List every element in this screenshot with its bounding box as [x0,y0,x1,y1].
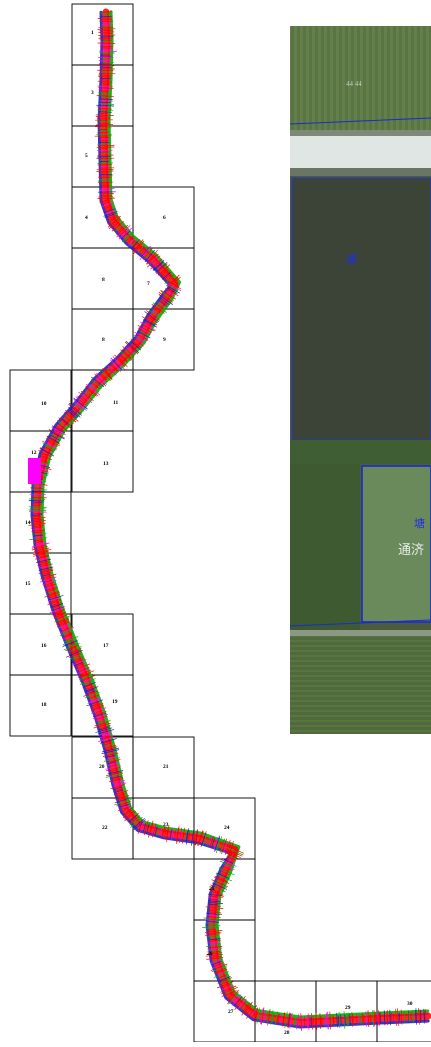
highlight-marker [28,458,41,484]
upper-pond [292,178,431,440]
pond-label-top: 塘 [346,252,357,266]
road [290,136,431,168]
sheet-label-26: 26 [207,951,213,957]
sheet-label-3: 5 [85,153,88,159]
sheet-label-23: 23 [163,822,169,828]
field-marks: 44 44 [346,80,362,88]
sheet-label-25: 25 [209,886,215,892]
sheet-label-5: 6 [163,215,166,221]
sheet-label-24: 24 [224,825,230,831]
sheet-label-12: 12 [31,450,37,456]
sheet-label-20: 20 [99,764,105,770]
sheet-label-30: 30 [407,1001,413,1007]
sheet-label-6: 8 [102,277,105,283]
sheet-label-9: 9 [163,337,166,343]
aerial-image: 塘 塘 通济 44 44 [290,26,431,734]
sheet-label-10: 10 [41,401,47,407]
sheet-label-15: 15 [25,581,31,587]
pond-label-bottom: 塘 [414,516,425,530]
sheet-label-4: 4 [85,215,88,221]
sheet-label-22: 22 [102,825,108,831]
sheet-label-27: 27 [228,1009,234,1015]
sheet-label-19: 19 [112,699,118,705]
sheet-label-11: 11 [113,400,118,406]
sheet-label-21: 21 [163,764,169,770]
sheet-label-16: 16 [41,643,47,649]
bottom-field [290,634,431,734]
sheet-label-7: 7 [147,281,150,287]
sheet-label-18: 18 [41,702,47,708]
sheet-label-28: 28 [284,1030,290,1036]
tree-strip [290,440,431,464]
place-name-label: 通济 [398,542,424,557]
sheet-label-13: 13 [103,461,109,467]
sheet-label-8: 8 [102,337,105,343]
sheet-label-2: 3 [91,90,94,96]
sheet-label-1: 1 [91,30,94,36]
sheet-label-29: 29 [345,1005,351,1011]
sheet-label-14: 14 [25,520,31,526]
sheet-label-17: 17 [103,643,109,649]
top-field [290,26,431,130]
